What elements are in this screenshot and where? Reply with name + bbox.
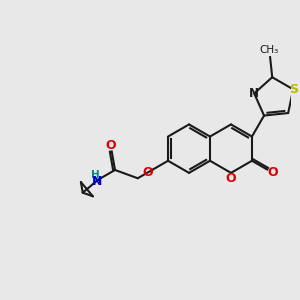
Text: N: N [249, 87, 259, 100]
Text: O: O [267, 166, 278, 179]
Text: CH₃: CH₃ [260, 45, 279, 55]
Text: O: O [142, 166, 153, 179]
Text: N: N [92, 175, 102, 188]
Text: O: O [226, 172, 236, 185]
Text: O: O [105, 139, 116, 152]
Text: S: S [289, 83, 298, 96]
Text: H: H [91, 170, 100, 180]
